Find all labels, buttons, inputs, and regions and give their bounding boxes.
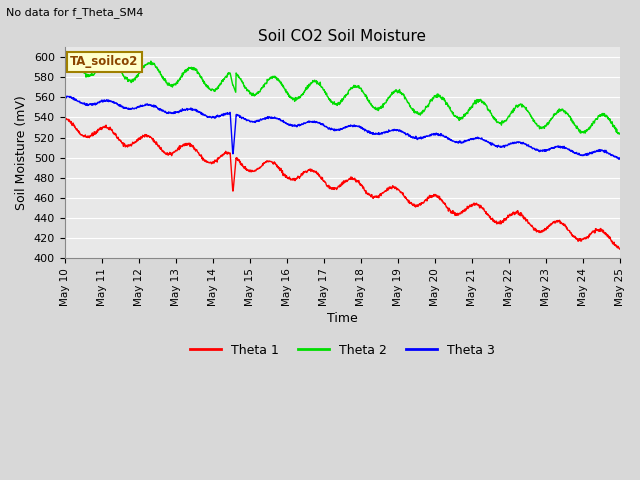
Theta 2 <box>616 131 624 137</box>
Theta 3 <box>616 156 624 161</box>
Theta 1 <box>616 246 624 252</box>
Line: Theta 3: Theta 3 <box>65 96 620 159</box>
Theta 3 <box>318 121 326 127</box>
Theta 2 <box>127 77 134 83</box>
Theta 2 <box>63 48 70 54</box>
Theta 3 <box>297 122 305 128</box>
Theta 3 <box>62 93 70 99</box>
Text: TA_soilco2: TA_soilco2 <box>70 55 138 68</box>
Theta 3 <box>377 131 385 137</box>
Theta 2 <box>377 104 385 109</box>
Legend: Theta 1, Theta 2, Theta 3: Theta 1, Theta 2, Theta 3 <box>185 339 500 361</box>
Title: Soil CO2 Soil Moisture: Soil CO2 Soil Moisture <box>259 29 426 44</box>
Theta 1 <box>616 246 623 252</box>
Y-axis label: Soil Moisture (mV): Soil Moisture (mV) <box>15 96 28 210</box>
Text: No data for f_Theta_SM4: No data for f_Theta_SM4 <box>6 7 144 18</box>
Theta 3 <box>127 107 134 112</box>
Theta 2 <box>616 131 623 137</box>
Theta 2 <box>297 94 305 100</box>
Theta 2 <box>104 54 112 60</box>
Theta 3 <box>308 119 316 124</box>
Theta 3 <box>61 94 68 99</box>
Theta 1 <box>126 142 134 148</box>
Theta 2 <box>308 80 316 85</box>
Theta 1 <box>308 167 316 172</box>
Theta 1 <box>318 174 326 180</box>
Line: Theta 2: Theta 2 <box>65 51 620 134</box>
Theta 3 <box>104 98 112 104</box>
Theta 1 <box>61 115 68 120</box>
Theta 3 <box>616 156 623 162</box>
Theta 2 <box>318 84 326 90</box>
X-axis label: Time: Time <box>327 312 358 324</box>
Theta 1 <box>377 192 385 198</box>
Theta 1 <box>104 125 111 131</box>
Theta 2 <box>61 51 68 57</box>
Line: Theta 1: Theta 1 <box>65 118 620 249</box>
Theta 1 <box>296 174 304 180</box>
